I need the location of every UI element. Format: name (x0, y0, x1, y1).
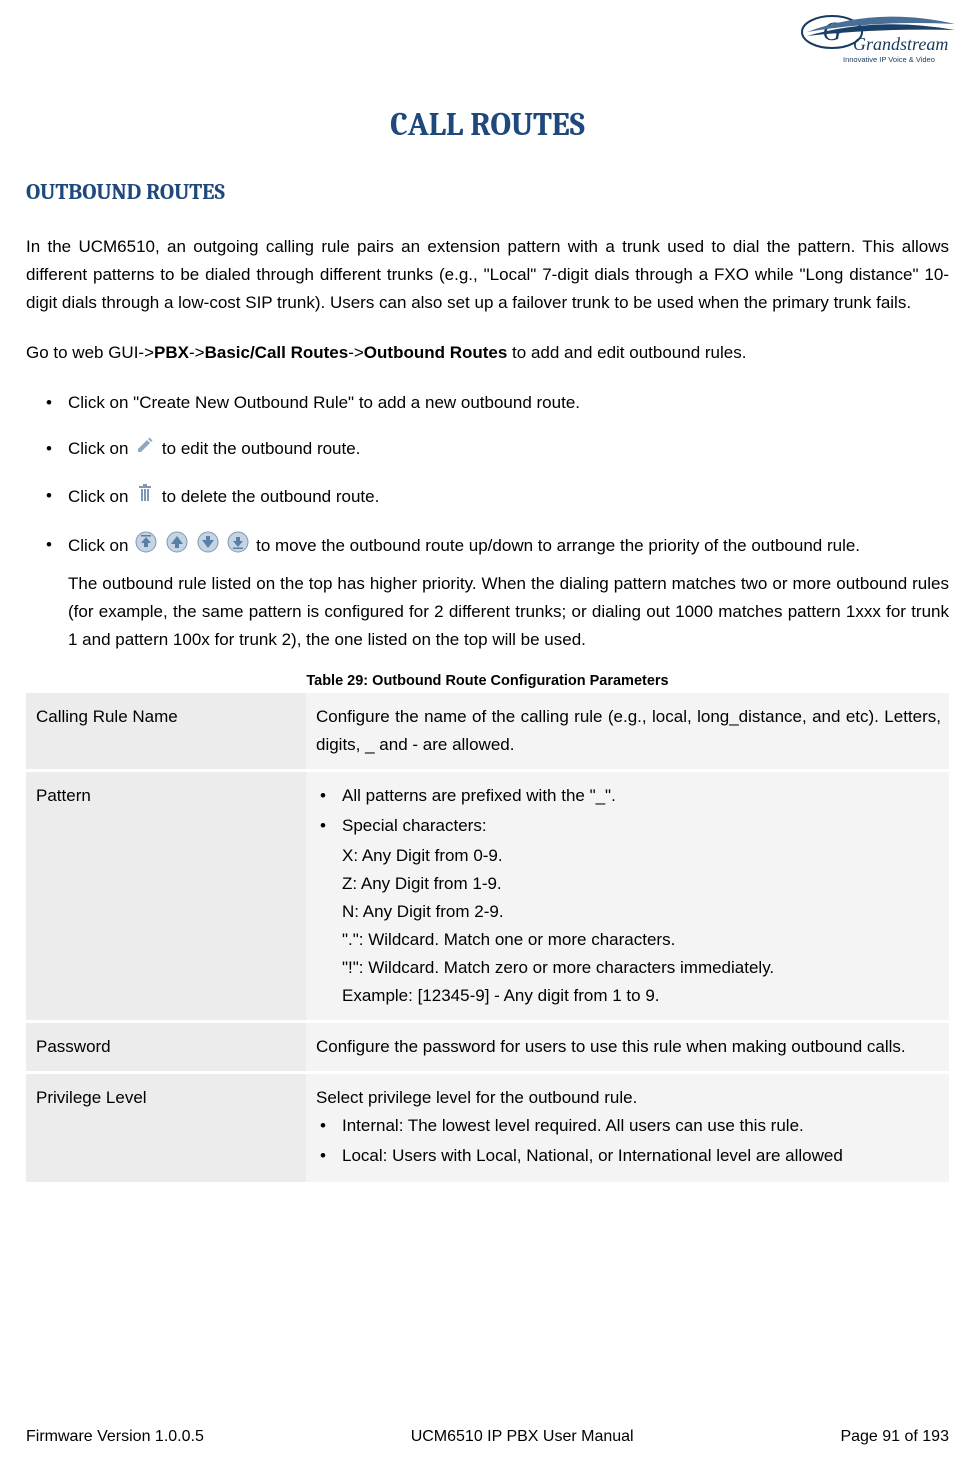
table-row: Calling Rule Name Configure the name of … (26, 693, 949, 769)
privilege-local: Local: Users with Local, National, or In… (320, 1142, 941, 1170)
footer-doc-title: UCM6510 IP PBX User Manual (411, 1428, 634, 1446)
footer-firmware-version: Firmware Version 1.0.0.5 (26, 1428, 204, 1446)
nav-sep: -> (348, 343, 364, 362)
nav-crumb-basic-call-routes: Basic/Call Routes (205, 343, 349, 362)
footer-page-number: Page 91 of 193 (840, 1428, 949, 1446)
move-down-icon (197, 531, 219, 562)
bullet-create-new: Click on "Create New Outbound Rule" to a… (46, 389, 949, 417)
nav-breadcrumb-line: Go to web GUI->PBX->Basic/Call Routes->O… (26, 339, 949, 367)
bullet-edit-pre: Click on (68, 439, 133, 458)
pattern-example: Example: [12345-9] - Any digit from 1 to… (316, 982, 941, 1010)
intro-paragraph: In the UCM6510, an outgoing calling rule… (26, 233, 949, 317)
param-val-calling-rule-name: Configure the name of the calling rule (… (306, 693, 949, 769)
table-caption: Table 29: Outbound Route Configuration P… (26, 673, 949, 689)
table-row: Password Configure the password for user… (26, 1023, 949, 1071)
bullet-reorder-detail: The outbound rule listed on the top has … (68, 570, 949, 654)
page: G Grandstream Innovative IP Voice & Vide… (0, 0, 975, 1470)
table-row: Pattern All patterns are prefixed with t… (26, 772, 949, 1020)
param-val-pattern: All patterns are prefixed with the "_". … (306, 772, 949, 1020)
privilege-internal: Internal: The lowest level required. All… (320, 1112, 941, 1140)
pattern-dot: ".": Wildcard. Match one or more charact… (316, 926, 941, 954)
logo-brand-text: Grandstream (853, 34, 948, 54)
bullet-delete: Click on to delete the outbound route. (46, 482, 949, 513)
pattern-x: X: Any Digit from 0-9. (316, 842, 941, 870)
pattern-n: N: Any Digit from 2-9. (316, 898, 941, 926)
param-val-password: Configure the password for users to use … (306, 1023, 949, 1071)
brand-logo: G Grandstream Innovative IP Voice & Vide… (797, 10, 957, 70)
bullet-delete-post: to delete the outbound route. (162, 487, 379, 506)
delete-icon (135, 482, 155, 513)
move-bottom-icon (227, 531, 249, 562)
pattern-note-prefix: All patterns are prefixed with the "_". (320, 782, 941, 810)
param-key-pattern: Pattern (26, 772, 306, 1020)
section-heading-outbound-routes: OUTBOUND ROUTES (26, 179, 949, 205)
bullet-reorder: Click on to move the outbound route up/d… (46, 531, 949, 654)
param-key-calling-rule-name: Calling Rule Name (26, 693, 306, 769)
pattern-bang: "!": Wildcard. Match zero or more charac… (316, 954, 941, 982)
logo-tagline: Innovative IP Voice & Video (843, 55, 935, 64)
page-title: CALL ROUTES (26, 106, 949, 143)
nav-suffix: to add and edit outbound rules. (507, 343, 746, 362)
bullet-reorder-pre: Click on (68, 536, 133, 555)
page-footer: Firmware Version 1.0.0.5 UCM6510 IP PBX … (26, 1428, 949, 1446)
config-params-table: Calling Rule Name Configure the name of … (26, 693, 949, 1183)
nav-sep: -> (189, 343, 205, 362)
edit-icon (135, 435, 155, 464)
param-val-privilege-level: Select privilege level for the outbound … (306, 1074, 949, 1182)
nav-crumb-pbx: PBX (154, 343, 189, 362)
move-top-icon (135, 531, 157, 562)
pattern-note-special: Special characters: (320, 812, 941, 840)
nav-prefix: Go to web GUI-> (26, 343, 154, 362)
bullet-edit-post: to edit the outbound route. (162, 439, 361, 458)
param-key-password: Password (26, 1023, 306, 1071)
nav-crumb-outbound-routes: Outbound Routes (364, 343, 508, 362)
bullet-edit: Click on to edit the outbound route. (46, 435, 949, 464)
pattern-z: Z: Any Digit from 1-9. (316, 870, 941, 898)
privilege-lead: Select privilege level for the outbound … (316, 1084, 941, 1112)
param-key-privilege-level: Privilege Level (26, 1074, 306, 1182)
bullet-reorder-post: to move the outbound route up/down to ar… (256, 536, 860, 555)
table-row: Privilege Level Select privilege level f… (26, 1074, 949, 1182)
bullet-delete-pre: Click on (68, 487, 133, 506)
move-up-icon (166, 531, 188, 562)
action-bullet-list: Click on "Create New Outbound Rule" to a… (26, 389, 949, 654)
